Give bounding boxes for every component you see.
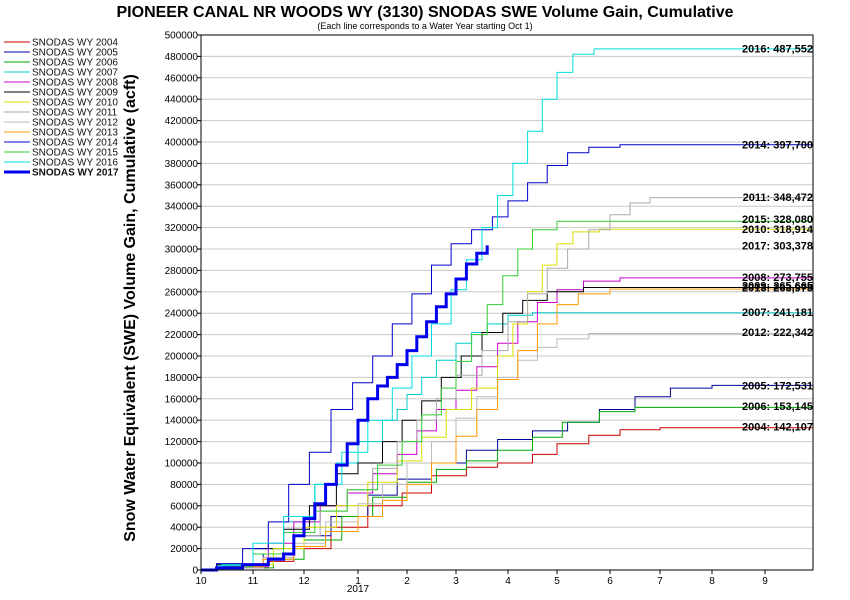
- x-tick-label: 5: [554, 576, 560, 587]
- legend-label: SNODAS WY 2010: [32, 98, 118, 109]
- y-tick-label: 260000: [165, 287, 199, 298]
- y-tick-label: 480000: [165, 52, 199, 63]
- y-ticks: 0 20000 40000 60000 80000 100000 120000 140000 1…: [165, 31, 201, 577]
- end-label: 2008: 273,755: [742, 272, 813, 284]
- end-label: 2012: 222,342: [742, 327, 813, 339]
- y-tick-label: 500000: [165, 31, 199, 42]
- y-tick-label: 140000: [165, 416, 199, 427]
- x-tick-label: 7: [657, 576, 663, 587]
- y-tick-label: 280000: [165, 266, 199, 277]
- x-tick-label: 4: [505, 576, 511, 587]
- y-tick-label: 400000: [165, 138, 199, 149]
- series-line: [201, 219, 814, 571]
- y-tick-label: 420000: [165, 116, 199, 127]
- series-line: [201, 426, 814, 571]
- legend-label: SNODAS WY 2009: [32, 88, 118, 99]
- x-tick-label: 11: [248, 576, 259, 587]
- end-label: 2014: 397,700: [742, 139, 813, 151]
- y-tick-label: 200000: [165, 352, 199, 363]
- x-tick-label: 8: [709, 576, 715, 587]
- legend-label: SNODAS WY 2008: [32, 78, 118, 89]
- y-tick-label: 160000: [165, 394, 199, 405]
- x-tick-label: 1: [355, 576, 361, 587]
- y-tick-label: 220000: [165, 330, 199, 341]
- end-label: 2015: 328,080: [742, 214, 813, 226]
- y-tick-label: 40000: [170, 523, 198, 534]
- end-label: 2004: 142,107: [742, 422, 813, 434]
- grid: [201, 34, 813, 571]
- y-tick-label: 20000: [170, 544, 198, 555]
- x-ticks: 10 11 12 1 2 3 4 5 6 7 8 9: [195, 570, 768, 587]
- series-line: [201, 197, 814, 571]
- legend-label: SNODAS WY 2007: [32, 68, 118, 79]
- end-label: 2006: 153,145: [742, 401, 813, 413]
- legend-label: SNODAS WY 2013: [32, 128, 118, 139]
- chart-subtitle: (Each line corresponds to a Water Year s…: [317, 21, 532, 31]
- x-tick-label: 2: [404, 576, 410, 587]
- legend-label: SNODAS WY 2014: [32, 138, 118, 149]
- series-lines: [201, 48, 814, 572]
- legend-label: SNODAS WY 2004: [32, 38, 118, 49]
- x-tick-label: 10: [195, 576, 207, 587]
- y-tick-label: 300000: [165, 245, 199, 256]
- plot-frame: [200, 34, 814, 571]
- x-tick-label: 9: [762, 576, 768, 587]
- end-label: 2016: 487,552: [742, 43, 813, 55]
- y-tick-label: 340000: [165, 202, 199, 213]
- end-label: 2013: 263,975: [742, 283, 813, 295]
- y-tick-label: 380000: [165, 159, 199, 170]
- legend-label: SNODAS WY 2005: [32, 48, 118, 59]
- legend-label: SNODAS WY 2006: [32, 58, 118, 69]
- legend-label: SNODAS WY 2017: [32, 168, 119, 179]
- y-tick-label: 60000: [170, 501, 198, 512]
- end-label: 2005: 172,531: [742, 380, 813, 392]
- end-labels: 2004: 142,107 2005: 172,531 2006: 153,145 2…: [742, 43, 814, 433]
- y-tick-label: 460000: [165, 73, 199, 84]
- y-tick-label: 120000: [165, 437, 199, 448]
- x-tick-label: 12: [298, 576, 310, 587]
- y-tick-label: 100000: [165, 459, 199, 470]
- chart-title: PIONEER CANAL NR WOODS WY (3130) SNODAS …: [117, 4, 734, 21]
- x-tick-label: 6: [607, 576, 613, 587]
- x-tick-label: 3: [453, 576, 459, 587]
- legend-label: SNODAS WY 2012: [32, 118, 118, 129]
- y-tick-label: 440000: [165, 95, 199, 106]
- series-line: [201, 228, 814, 571]
- y-tick-label: 80000: [170, 480, 198, 491]
- legend-label: SNODAS WY 2016: [32, 158, 118, 169]
- y-tick-label: 240000: [165, 309, 199, 320]
- end-label: 2009: 265,665: [742, 281, 813, 293]
- y-tick-label: 360000: [165, 180, 199, 191]
- x-year-label: 2017: [347, 584, 370, 595]
- series-line: [201, 48, 814, 571]
- legend-label: SNODAS WY 2015: [32, 148, 118, 159]
- end-label: 2017: 303,378: [742, 240, 813, 252]
- y-axis-label: Snow Water Equivalent (SWE) Volume Gain,…: [122, 74, 139, 542]
- legend-label: SNODAS WY 2011: [32, 108, 118, 119]
- y-tick-label: 320000: [165, 223, 199, 234]
- series-line: [201, 144, 814, 571]
- end-label: 2007: 241,181: [742, 307, 813, 319]
- y-tick-label: 180000: [165, 373, 199, 384]
- series-line: [201, 245, 489, 572]
- end-label: 2011: 348,472: [743, 192, 813, 204]
- end-label: 2010: 318,914: [742, 224, 814, 236]
- y-tick-label: 0: [192, 566, 198, 577]
- series-line: [201, 277, 814, 571]
